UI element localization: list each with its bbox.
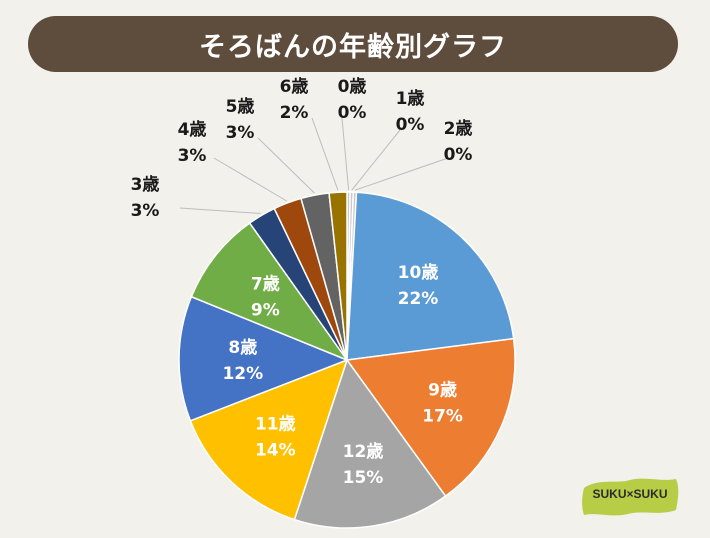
leader-line-0sai bbox=[341, 117, 350, 191]
slice-pct-2sai: 0% bbox=[444, 145, 473, 165]
slice-11sai bbox=[189, 358, 349, 521]
slice-pct-0sai: 0% bbox=[338, 103, 367, 123]
leader-lines bbox=[179, 117, 449, 214]
leader-line-4sai bbox=[213, 157, 287, 202]
slice-pct-8sai: 12% bbox=[222, 364, 263, 384]
leader-line-6sai bbox=[311, 117, 339, 191]
slice-label-0sai: 0歳 bbox=[338, 76, 367, 97]
slice-pct-12sai: 15% bbox=[343, 468, 384, 488]
slice-label-11sai: 11歳 bbox=[255, 414, 296, 435]
slice-8sai bbox=[178, 295, 350, 422]
pie-slices bbox=[178, 191, 516, 529]
slice-label-2sai: 2歳 bbox=[444, 118, 473, 139]
slice-pct-4sai: 3% bbox=[178, 146, 207, 166]
logo-brush-icon bbox=[582, 478, 679, 516]
slice-12sai bbox=[293, 358, 447, 529]
slice-pct-1sai: 0% bbox=[396, 115, 425, 135]
slice-pct-11sai: 14% bbox=[255, 441, 296, 461]
slice-label-10sai: 10歳 bbox=[398, 262, 439, 283]
suku-suku-logo: SUKU×SUKU bbox=[578, 474, 682, 520]
slice-label-6sai: 6歳 bbox=[280, 76, 309, 97]
leader-line-5sai bbox=[257, 137, 315, 194]
leader-line-3sai bbox=[179, 207, 261, 214]
slice-7sai bbox=[190, 221, 350, 362]
logo-text: SUKU×SUKU bbox=[592, 487, 668, 501]
slice-pct-7sai: 9% bbox=[251, 300, 280, 320]
slice-pct-10sai: 22% bbox=[398, 289, 439, 309]
title-banner: そろばんの年齢別グラフ bbox=[28, 16, 678, 72]
leader-line-1sai bbox=[351, 129, 401, 191]
chart-title: そろばんの年齢別グラフ bbox=[199, 31, 507, 63]
slice-label-12sai: 12歳 bbox=[343, 441, 384, 462]
slice-label-3sai: 3歳 bbox=[131, 174, 160, 195]
slice-label-7sai: 7歳 bbox=[251, 273, 280, 294]
slice-pct-3sai: 3% bbox=[131, 201, 160, 221]
slice-9sai bbox=[345, 337, 516, 498]
slice-6sai bbox=[328, 191, 348, 361]
slice-pct-5sai: 3% bbox=[226, 123, 255, 143]
slice-label-5sai: 5歳 bbox=[226, 96, 255, 117]
slice-label-9sai: 9歳 bbox=[428, 379, 457, 400]
slice-label-8sai: 8歳 bbox=[228, 337, 257, 358]
slice-10sai bbox=[346, 191, 515, 361]
slice-pct-9sai: 17% bbox=[422, 406, 463, 426]
slice-label-1sai: 1歳 bbox=[396, 88, 425, 109]
slice-pct-6sai: 2% bbox=[280, 103, 309, 123]
data-labels: 0歳 0% 1歳 0% 2歳 0% 10歳 22% 9歳 17% 12歳 15% 11歳 14% 8歳 12%… bbox=[131, 76, 473, 488]
slice-label-4sai: 4歳 bbox=[178, 119, 207, 140]
leader-line-2sai bbox=[354, 157, 449, 191]
